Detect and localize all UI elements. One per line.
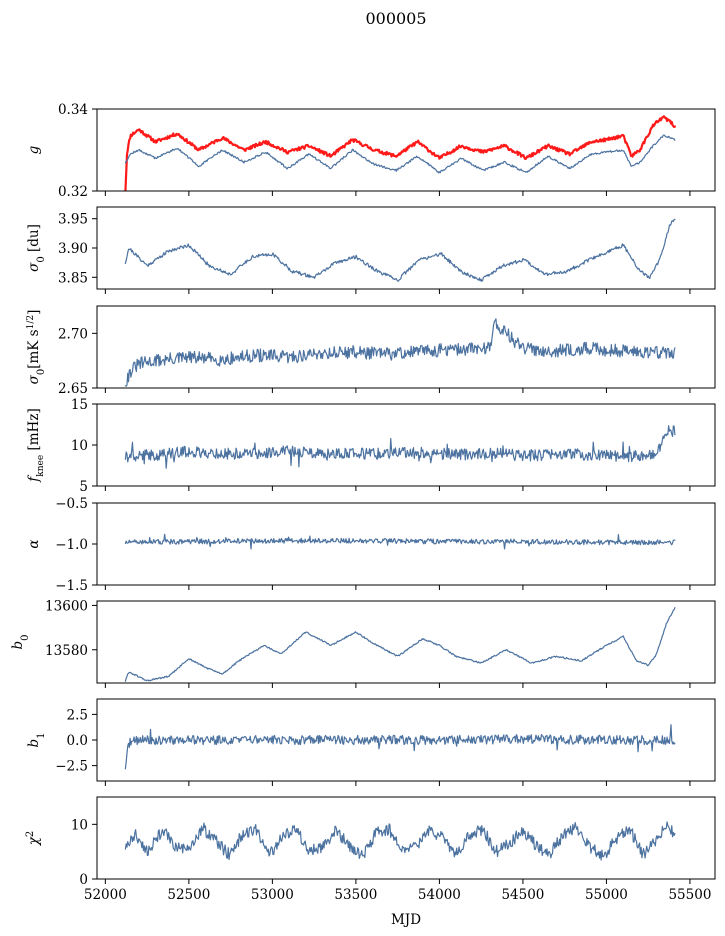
axes-frame (96, 305, 716, 389)
series-line (124, 115, 677, 191)
series-line (124, 318, 676, 387)
y-tick-label: 2.70 (58, 326, 88, 342)
y-axis-label: b0 (10, 634, 31, 649)
y-tick-label: 10 (71, 438, 88, 454)
panels-container: 0.34 0.32 g 3.95 3.90 3.85 σ0 [du] 2.70 2.65 σ0[m… (10, 102, 716, 903)
y-tick-label: 0 (79, 872, 88, 888)
series-line (124, 533, 676, 550)
y-axis-label: g (26, 145, 42, 154)
y-tick-label: 0.34 (58, 102, 88, 118)
subplot-panel: 2.70 2.65 σ0[mK s1/2] (26, 305, 716, 397)
subplot-panel: 0.34 0.32 g (26, 102, 716, 200)
y-tick-label: 5 (79, 479, 88, 495)
x-axis-label: MJD (391, 912, 421, 928)
series-line (124, 821, 676, 861)
x-tick-label: 53000 (251, 887, 294, 903)
y-tick-label: −1.0 (55, 537, 88, 553)
x-tick-label: 52500 (167, 887, 210, 903)
subplot-panel: 15 10 5 fknee [mHz] (26, 397, 716, 495)
y-tick-label: 2.65 (58, 381, 88, 397)
y-axis-label: σ0 [du] (26, 224, 47, 272)
subplot-panel: −0.5 −1.0 −1.5 α (26, 496, 716, 594)
y-tick-label: 3.85 (58, 270, 88, 286)
subplot-panel: 2.5 0.0 −2.5 b1 (26, 698, 716, 786)
y-tick-label: 0.32 (58, 184, 88, 200)
subplot-panel: 13600 13580 b0 (10, 598, 716, 688)
y-tick-label: 3.90 (58, 241, 88, 257)
series-line (124, 218, 676, 282)
axes-frame (96, 600, 716, 684)
x-tick-label: 53500 (334, 887, 377, 903)
x-tick-label: 54000 (418, 887, 461, 903)
y-tick-label: 13600 (45, 598, 88, 614)
y-axis-label: b1 (26, 732, 47, 747)
y-tick-label: 13580 (45, 643, 88, 659)
x-tick-label: 54500 (501, 887, 544, 903)
y-tick-label: −0.5 (55, 496, 88, 512)
x-tick-label: 52000 (84, 887, 127, 903)
series-line (124, 134, 676, 174)
y-tick-label: 15 (71, 397, 88, 413)
x-tick-label: 55500 (668, 887, 711, 903)
y-axis-label: α (26, 539, 42, 548)
axes-frame (96, 108, 716, 192)
x-tick-label: 55000 (585, 887, 628, 903)
subplot-panel: 3.95 3.90 3.85 σ0 [du] (26, 206, 716, 294)
y-axis-label: σ0[mK s1/2] (26, 310, 47, 385)
axes-frame (96, 796, 716, 880)
y-axis-label: fknee [mHz] (26, 408, 46, 482)
y-tick-label: −2.5 (55, 759, 88, 775)
y-tick-label: 10 (71, 817, 88, 833)
y-tick-label: 0.0 (67, 733, 88, 749)
y-axis-label: χ2 (25, 831, 43, 847)
series-line (124, 724, 676, 770)
series-line (124, 606, 676, 682)
y-tick-label: 2.5 (67, 707, 88, 723)
y-tick-label: 3.95 (58, 212, 88, 228)
figure-title: 000005 (365, 9, 426, 28)
y-tick-label: −1.5 (55, 578, 88, 594)
series-line (124, 425, 676, 469)
